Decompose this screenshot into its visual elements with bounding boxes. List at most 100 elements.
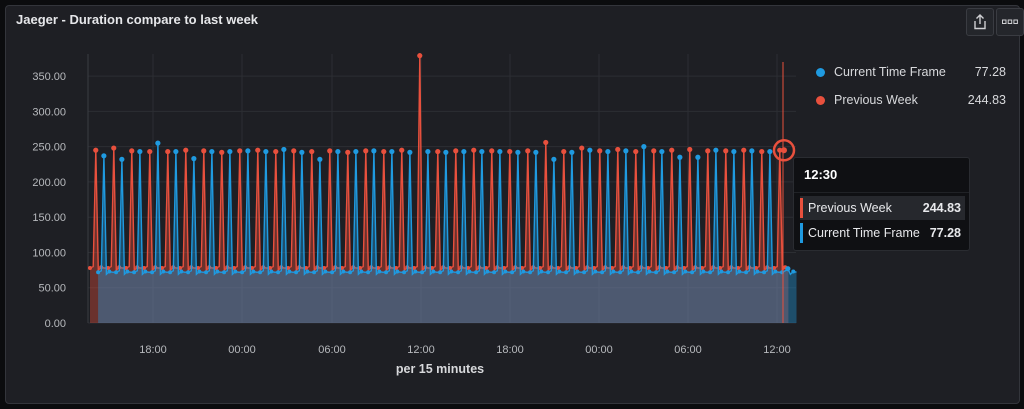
legend-value-previous: 244.83 <box>967 93 1006 107</box>
more-icon <box>1002 19 1018 24</box>
data-point <box>173 148 179 155</box>
data-point <box>618 270 623 275</box>
data-point <box>723 148 729 154</box>
x-tick-label: 06:00 <box>318 344 346 356</box>
data-point <box>143 269 148 274</box>
data-point <box>701 269 706 274</box>
y-tick-label: 200.00 <box>32 177 66 189</box>
data-point <box>551 156 557 162</box>
data-point <box>245 148 251 154</box>
data-point <box>268 265 272 270</box>
data-point <box>425 148 431 155</box>
data-point <box>654 270 659 275</box>
x-tick-label: 18:00 <box>139 344 167 356</box>
tooltip-value-current: 77.28 <box>929 226 961 240</box>
data-point <box>160 265 164 270</box>
data-point <box>107 269 112 274</box>
data-point <box>371 148 377 154</box>
data-point <box>165 148 171 155</box>
data-point <box>358 265 362 270</box>
data-point <box>467 269 472 274</box>
data-point <box>564 270 569 275</box>
data-point <box>255 147 261 153</box>
data-point <box>376 265 380 270</box>
data-point <box>773 269 778 274</box>
data-point <box>736 265 740 270</box>
data-point <box>507 148 513 155</box>
data-point <box>435 148 441 155</box>
data-point <box>461 148 467 155</box>
chart-legend: Current Time Frame 77.28 Previous Week 2… <box>816 58 1006 114</box>
data-point <box>474 270 479 275</box>
data-point <box>431 269 436 274</box>
data-point <box>209 148 215 155</box>
data-point <box>395 269 400 274</box>
data-point <box>240 270 245 275</box>
data-point <box>754 265 758 270</box>
data-point <box>669 147 675 153</box>
legend-item-previous[interactable]: Previous Week 244.83 <box>816 86 1006 114</box>
data-point <box>510 270 515 275</box>
data-point <box>543 139 549 146</box>
x-tick-label: 12:00 <box>763 344 791 356</box>
data-point <box>741 147 747 153</box>
data-point <box>287 269 292 274</box>
data-point <box>233 269 238 274</box>
data-point <box>106 265 110 270</box>
share-button[interactable] <box>966 8 994 36</box>
data-point <box>124 265 128 270</box>
more-options-button[interactable] <box>996 8 1024 36</box>
data-point <box>394 265 398 270</box>
data-point <box>111 145 117 151</box>
data-point <box>407 149 413 155</box>
data-point <box>348 270 353 275</box>
data-point <box>222 270 227 275</box>
data-point <box>232 265 236 270</box>
data-point <box>759 148 765 155</box>
data-point <box>538 265 542 270</box>
data-point <box>605 148 611 155</box>
data-point <box>420 270 425 275</box>
y-tick-label: 350.00 <box>32 71 66 83</box>
data-point <box>330 270 335 275</box>
data-point <box>286 265 290 270</box>
data-point <box>101 153 107 159</box>
data-point <box>93 147 99 153</box>
data-point <box>309 148 315 155</box>
data-point <box>402 270 407 275</box>
data-point <box>150 270 155 275</box>
data-point <box>340 265 344 270</box>
y-tick-label: 150.00 <box>32 212 66 224</box>
data-point <box>677 154 683 160</box>
y-tick-label: 0.00 <box>45 318 66 330</box>
data-point <box>448 265 452 270</box>
data-point <box>525 148 531 154</box>
data-point <box>629 269 634 274</box>
data-point <box>161 269 166 274</box>
data-point <box>785 266 791 272</box>
data-point <box>539 269 544 274</box>
data-point <box>96 270 101 275</box>
tooltip-color-current <box>800 223 803 243</box>
data-point <box>417 53 423 59</box>
share-icon <box>974 14 986 30</box>
data-point <box>381 148 387 155</box>
data-point <box>597 148 603 154</box>
data-point <box>384 270 389 275</box>
data-point <box>587 147 593 153</box>
data-point <box>755 269 760 274</box>
data-point <box>672 270 677 275</box>
data-point <box>276 270 281 275</box>
data-point <box>695 154 701 160</box>
data-point <box>726 270 731 275</box>
data-point <box>323 269 328 274</box>
series-area-previous <box>90 55 789 323</box>
legend-item-current[interactable]: Current Time Frame 77.28 <box>816 58 1006 86</box>
series-line-previous <box>89 55 789 272</box>
data-point <box>119 156 125 162</box>
data-point <box>665 269 670 274</box>
data-point <box>294 270 299 275</box>
data-point <box>611 269 616 274</box>
data-point <box>412 265 416 270</box>
